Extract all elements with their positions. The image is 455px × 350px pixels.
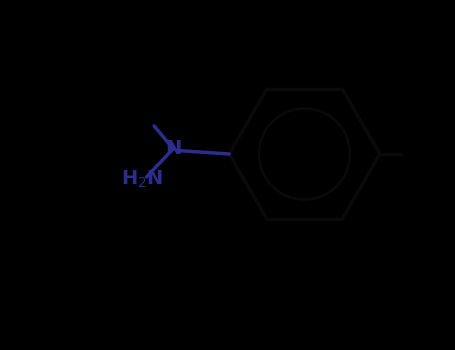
- Text: H$_2$N: H$_2$N: [121, 169, 163, 190]
- Text: N: N: [165, 139, 182, 158]
